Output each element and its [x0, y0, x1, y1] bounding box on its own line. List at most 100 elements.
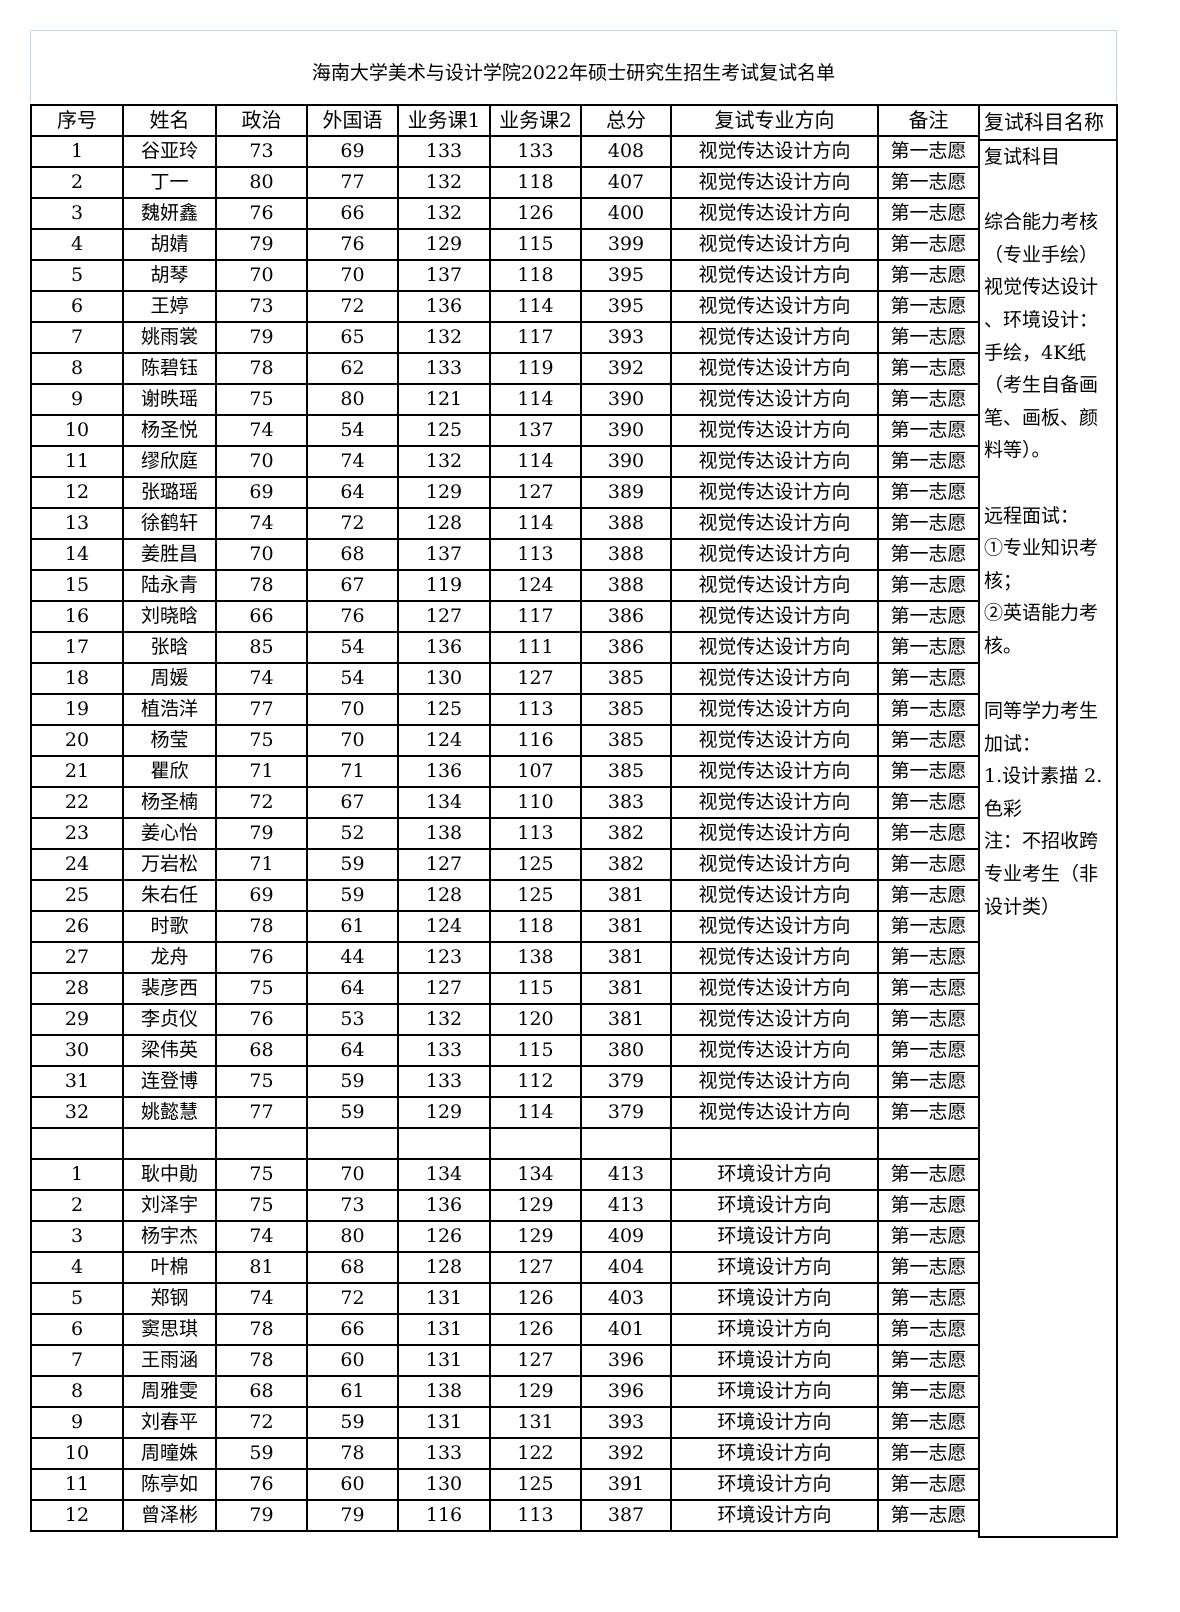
table-row: 8 周雅雯 68 61 138 129 396 环境设计方向 第一志愿 — [30, 1375, 980, 1408]
cell-name: 李贞仪 — [122, 1003, 217, 1036]
cell-total: 380 — [580, 1034, 672, 1067]
cell-foreign-language: 76 — [306, 228, 399, 261]
cell-course1: 137 — [397, 259, 491, 292]
cell-note: 第一志愿 — [877, 1065, 980, 1098]
cell-total: 393 — [580, 1406, 672, 1439]
cell-note: 第一志愿 — [877, 1096, 980, 1129]
table-row: 2 刘泽宇 75 73 136 129 413 环境设计方向 第一志愿 — [30, 1189, 980, 1222]
table-row: 3 魏妍鑫 76 66 132 126 400 视觉传达设计方向 第一志愿 — [30, 197, 980, 230]
cell-course1: 133 — [397, 1437, 491, 1470]
cell-total: 399 — [580, 228, 672, 261]
cell-course1: 124 — [397, 910, 491, 943]
cell-course1: 124 — [397, 724, 491, 757]
cell-foreign-language: 72 — [306, 290, 399, 323]
cell-direction: 视觉传达设计方向 — [670, 724, 879, 757]
cell-direction: 环境设计方向 — [670, 1468, 879, 1501]
cell-note: 第一志愿 — [877, 1034, 980, 1067]
cell-direction: 视觉传达设计方向 — [670, 972, 879, 1005]
cell-course1: 133 — [397, 1065, 491, 1098]
cell-foreign-language: 80 — [306, 1220, 399, 1253]
cell-direction: 视觉传达设计方向 — [670, 1096, 879, 1129]
cell-name: 曾泽彬 — [122, 1499, 217, 1532]
cell-foreign-language: 73 — [306, 1189, 399, 1222]
cell-index: 9 — [30, 383, 124, 416]
cell-name: 缪欣庭 — [122, 445, 217, 478]
cell-index: 8 — [30, 1375, 124, 1408]
cell-note: 第一志愿 — [877, 476, 980, 509]
cell-politics: 66 — [215, 600, 308, 633]
cell-name: 胡婧 — [122, 228, 217, 261]
cell-name: 姜胜昌 — [122, 538, 217, 571]
cell-index: 10 — [30, 1437, 124, 1470]
cell-direction: 视觉传达设计方向 — [670, 569, 879, 602]
cell-total: 381 — [580, 879, 672, 912]
cell-course2: 114 — [489, 290, 582, 323]
cell-course2: 134 — [489, 1158, 582, 1191]
cell-note: 第一志愿 — [877, 941, 980, 974]
cell-note: 第一志愿 — [877, 1220, 980, 1253]
cell-foreign-language: 68 — [306, 1251, 399, 1284]
cell-direction: 视觉传达设计方向 — [670, 321, 879, 354]
cell-foreign-language: 79 — [306, 1499, 399, 1532]
cell-total: 381 — [580, 941, 672, 974]
cell-total: 386 — [580, 600, 672, 633]
retest-subject-line: 设计类） — [984, 895, 1061, 918]
table-row: 13 徐鹤轩 74 72 128 114 388 视觉传达设计方向 第一志愿 — [30, 507, 980, 540]
cell-politics: 79 — [215, 1499, 308, 1532]
cell-total: 388 — [580, 507, 672, 540]
cell-course2: 133 — [489, 135, 582, 168]
cell-course1: 125 — [397, 414, 491, 447]
table-row: 4 叶棉 81 68 128 127 404 环境设计方向 第一志愿 — [30, 1251, 980, 1284]
cell-course1: 131 — [397, 1313, 491, 1346]
cell-course2: 124 — [489, 569, 582, 602]
cell-index: 14 — [30, 538, 124, 571]
cell-index: 29 — [30, 1003, 124, 1036]
title-box: 海南大学美术与设计学院2022年硕士研究生招生考试复试名单 — [30, 30, 1117, 102]
cell-course2: 126 — [489, 1282, 582, 1315]
cell-course2: 119 — [489, 352, 582, 385]
cell-note: 第一志愿 — [877, 1282, 980, 1315]
cell-course2: 117 — [489, 600, 582, 633]
table-row: 12 张璐瑶 69 64 129 127 389 视觉传达设计方向 第一志愿 — [30, 476, 980, 509]
cell-politics: 74 — [215, 662, 308, 695]
cell-total: 388 — [580, 569, 672, 602]
cell-foreign-language: 64 — [306, 972, 399, 1005]
table-row: 31 连登博 75 59 133 112 379 视觉传达设计方向 第一志愿 — [30, 1065, 980, 1098]
table-row: 5 胡琴 70 70 137 118 395 视觉传达设计方向 第一志愿 — [30, 259, 980, 292]
cell-name: 裴彦西 — [122, 972, 217, 1005]
cell-foreign-language: 54 — [306, 414, 399, 447]
cell-course1: 121 — [397, 383, 491, 416]
cell-course1: 137 — [397, 538, 491, 571]
cell-foreign-language: 70 — [306, 724, 399, 757]
cell-politics: 81 — [215, 1251, 308, 1284]
cell-note: 第一志愿 — [877, 724, 980, 757]
cell-note: 第一志愿 — [877, 817, 980, 850]
cell-politics: 79 — [215, 321, 308, 354]
cell-politics: 75 — [215, 724, 308, 757]
cell-total: 390 — [580, 445, 672, 478]
cell-name: 丁一 — [122, 166, 217, 199]
cell-total: 385 — [580, 724, 672, 757]
cell-direction: 视觉传达设计方向 — [670, 600, 879, 633]
cell-course1: 132 — [397, 321, 491, 354]
cell-note: 第一志愿 — [877, 259, 980, 292]
cell-direction: 环境设计方向 — [670, 1313, 879, 1346]
candidate-table: 序号 姓名 政治 外国语 业务课1 业务课2 总分 复试专业方向 备注 1 谷亚玲 73 69 133 1… — [30, 104, 980, 1532]
retest-subject-line — [980, 174, 1116, 207]
cell-foreign-language: 77 — [306, 166, 399, 199]
cell-total: 379 — [580, 1096, 672, 1129]
retest-subject-line: 核。 — [984, 634, 1023, 657]
retest-subject-line: 专业考生（非 — [984, 863, 1099, 886]
cell-name: 周曈姝 — [122, 1437, 217, 1470]
cell-course1: 130 — [397, 1468, 491, 1501]
cell-course2: 115 — [489, 972, 582, 1005]
cell-name: 刘春平 — [122, 1406, 217, 1439]
table-row: 28 裴彦西 75 64 127 115 381 视觉传达设计方向 第一志愿 — [30, 972, 980, 1005]
cell-direction: 视觉传达设计方向 — [670, 259, 879, 292]
cell-course1: 119 — [397, 569, 491, 602]
cell-note: 第一志愿 — [877, 693, 980, 726]
cell-course1: 133 — [397, 135, 491, 168]
cell-foreign-language: 54 — [306, 631, 399, 664]
retest-subject-line: ①专业知识考 — [984, 537, 1099, 560]
table-row: 14 姜胜昌 70 68 137 113 388 视觉传达设计方向 第一志愿 — [30, 538, 980, 571]
